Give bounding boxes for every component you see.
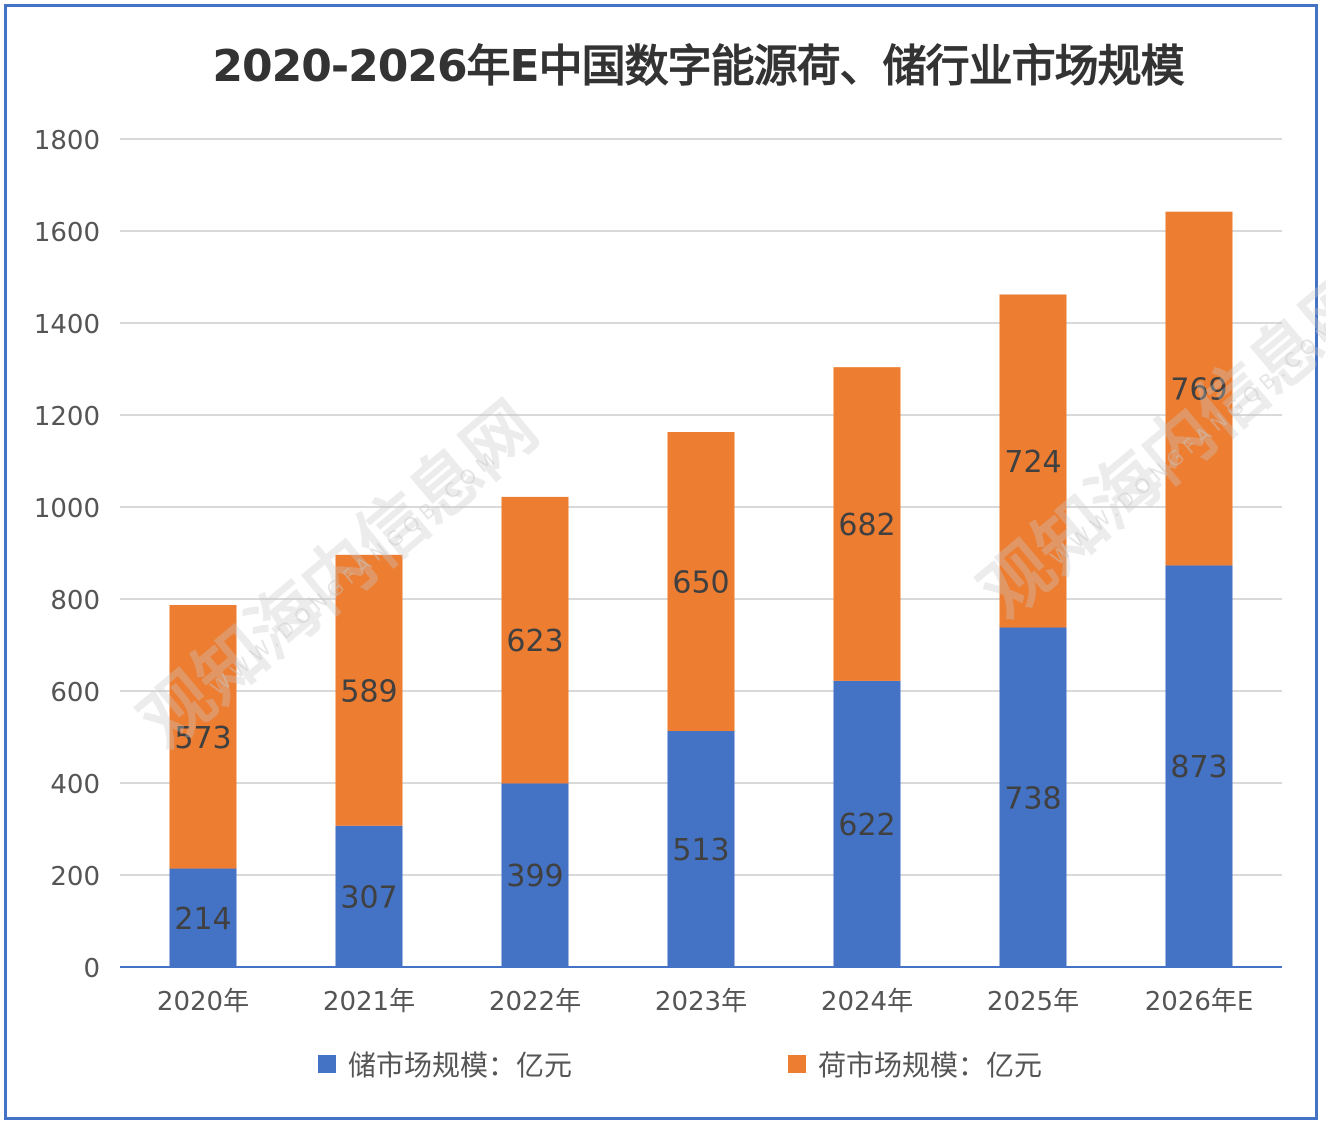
legend-swatch-load: [788, 1055, 806, 1073]
x-tick-label: 2026年E: [1145, 987, 1254, 1017]
bar-storage: [667, 731, 735, 967]
bar-load: [335, 554, 403, 826]
data-label: 873: [1170, 750, 1227, 785]
data-label: 769: [1170, 373, 1227, 408]
x-tick-label: 2024年: [821, 987, 913, 1017]
x-tick-label: 2020年: [157, 987, 249, 1017]
data-label: 622: [838, 808, 895, 843]
y-tick-label: 600: [50, 678, 100, 708]
data-label: 214: [174, 902, 231, 937]
bar-storage: [833, 680, 901, 967]
bar-storage: [1165, 565, 1233, 967]
y-tick-label: 1600: [34, 218, 100, 248]
y-tick-label: 400: [50, 770, 100, 800]
legend-swatch-storage: [318, 1055, 336, 1073]
data-label: 724: [1004, 445, 1061, 480]
bar-load: [501, 496, 569, 784]
x-tick-label: 2025年: [987, 987, 1079, 1017]
bar-storage: [335, 825, 403, 967]
chart-title: 2020-2026年E中国数字能源荷、储行业市场规模: [212, 41, 1184, 92]
data-label: 399: [506, 859, 563, 894]
data-label: 738: [1004, 781, 1061, 816]
x-tick-label: 2023年: [655, 987, 747, 1017]
data-label: 682: [838, 508, 895, 543]
bar-load: [667, 432, 735, 732]
bar-load: [169, 604, 237, 869]
y-tick-label: 1400: [34, 310, 100, 340]
x-tick-label: 2021年: [323, 987, 415, 1017]
data-label: 589: [340, 674, 397, 709]
y-tick-label: 1200: [34, 402, 100, 432]
bar-storage: [501, 783, 569, 967]
y-tick-label: 200: [50, 862, 100, 892]
chart-legend: 储市场规模：亿元 荷市场规模：亿元: [0, 1044, 1326, 1084]
y-tick-label: 1800: [34, 126, 100, 156]
x-tick-label: 2022年: [489, 987, 581, 1017]
y-tick-label: 0: [83, 954, 100, 984]
bar-load: [999, 294, 1067, 628]
legend-label-storage: 储市场规模：亿元: [348, 1049, 573, 1082]
legend-item-storage: 储市场规模：亿元: [318, 1044, 572, 1084]
bar-load: [833, 367, 901, 681]
data-label: 623: [506, 624, 563, 659]
y-tick-label: 1000: [34, 494, 100, 524]
bar-storage: [169, 868, 237, 967]
y-tick-label: 800: [50, 586, 100, 616]
legend-item-load: 荷市场规模：亿元: [788, 1044, 1042, 1084]
data-label: 650: [672, 566, 729, 601]
bar-storage: [999, 627, 1067, 967]
data-label: 573: [174, 721, 231, 756]
bar-load: [1165, 211, 1233, 566]
legend-label-load: 荷市场规模：亿元: [818, 1049, 1043, 1082]
data-label: 513: [672, 833, 729, 868]
data-label: 307: [340, 880, 397, 915]
